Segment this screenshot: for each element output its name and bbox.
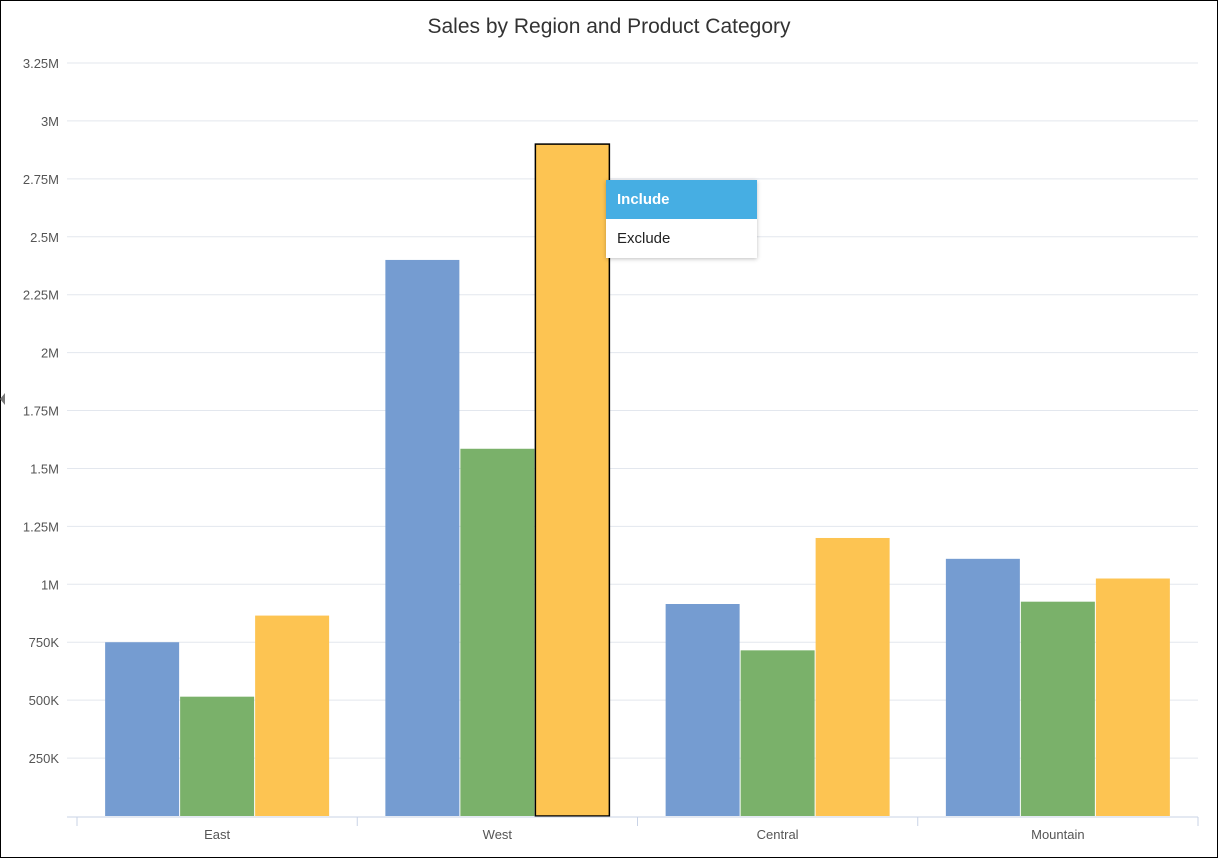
bar-west-series-2[interactable] xyxy=(460,448,535,816)
bar-west-series-1[interactable] xyxy=(385,259,460,816)
x-tick-label: Mountain xyxy=(1031,827,1084,842)
y-tick-label: 3.25M xyxy=(23,56,59,71)
bar-central-series-2[interactable] xyxy=(740,650,815,816)
bars xyxy=(105,143,1170,817)
y-tick-label: 2.5M xyxy=(30,230,59,245)
y-tick-label: 250K xyxy=(29,751,60,766)
y-tick-label: 2M xyxy=(41,346,59,361)
y-tick-label: 500K xyxy=(29,693,60,708)
y-tick-label: 1.25M xyxy=(23,519,59,534)
bar-east-series-1[interactable] xyxy=(105,642,180,816)
exclude-menu-item[interactable]: Exclude xyxy=(617,230,671,247)
x-axis: East West Central Mountain xyxy=(67,816,1199,842)
x-tick-label: East xyxy=(204,827,230,842)
bar-mountain-series-1[interactable] xyxy=(945,558,1020,816)
y-axis: 250K 500K 750K 1M 1.25M 1.5M 1.75M 2M 2.25M 2.5M 2… xyxy=(23,56,59,766)
context-menu: Include Exclude xyxy=(606,180,757,258)
y-tick-label: 2.75M xyxy=(23,172,59,187)
include-menu-item[interactable]: Include xyxy=(606,180,757,219)
bar-mountain-series-2[interactable] xyxy=(1020,601,1095,816)
bar-central-series-1[interactable] xyxy=(665,604,740,816)
x-tick-label: West xyxy=(483,827,513,842)
y-tick-label: 3M xyxy=(41,114,59,129)
bar-east-series-2[interactable] xyxy=(180,696,255,816)
y-tick-label: 1.75M xyxy=(23,404,59,419)
x-tick-label: Central xyxy=(757,827,799,842)
bar-mountain-series-3[interactable] xyxy=(1095,578,1170,816)
y-tick-label: 1M xyxy=(41,577,59,592)
chart-title: Sales by Region and Product Category xyxy=(427,15,791,38)
resize-handle[interactable] xyxy=(0,393,5,405)
bar-west-series-3[interactable] xyxy=(534,143,611,817)
bar-central-series-3[interactable] xyxy=(815,537,890,816)
y-tick-label: 750K xyxy=(29,635,60,650)
bar-east-series-3[interactable] xyxy=(255,615,330,816)
y-tick-label: 2.25M xyxy=(23,288,59,303)
y-tick-label: 1.5M xyxy=(30,461,59,476)
